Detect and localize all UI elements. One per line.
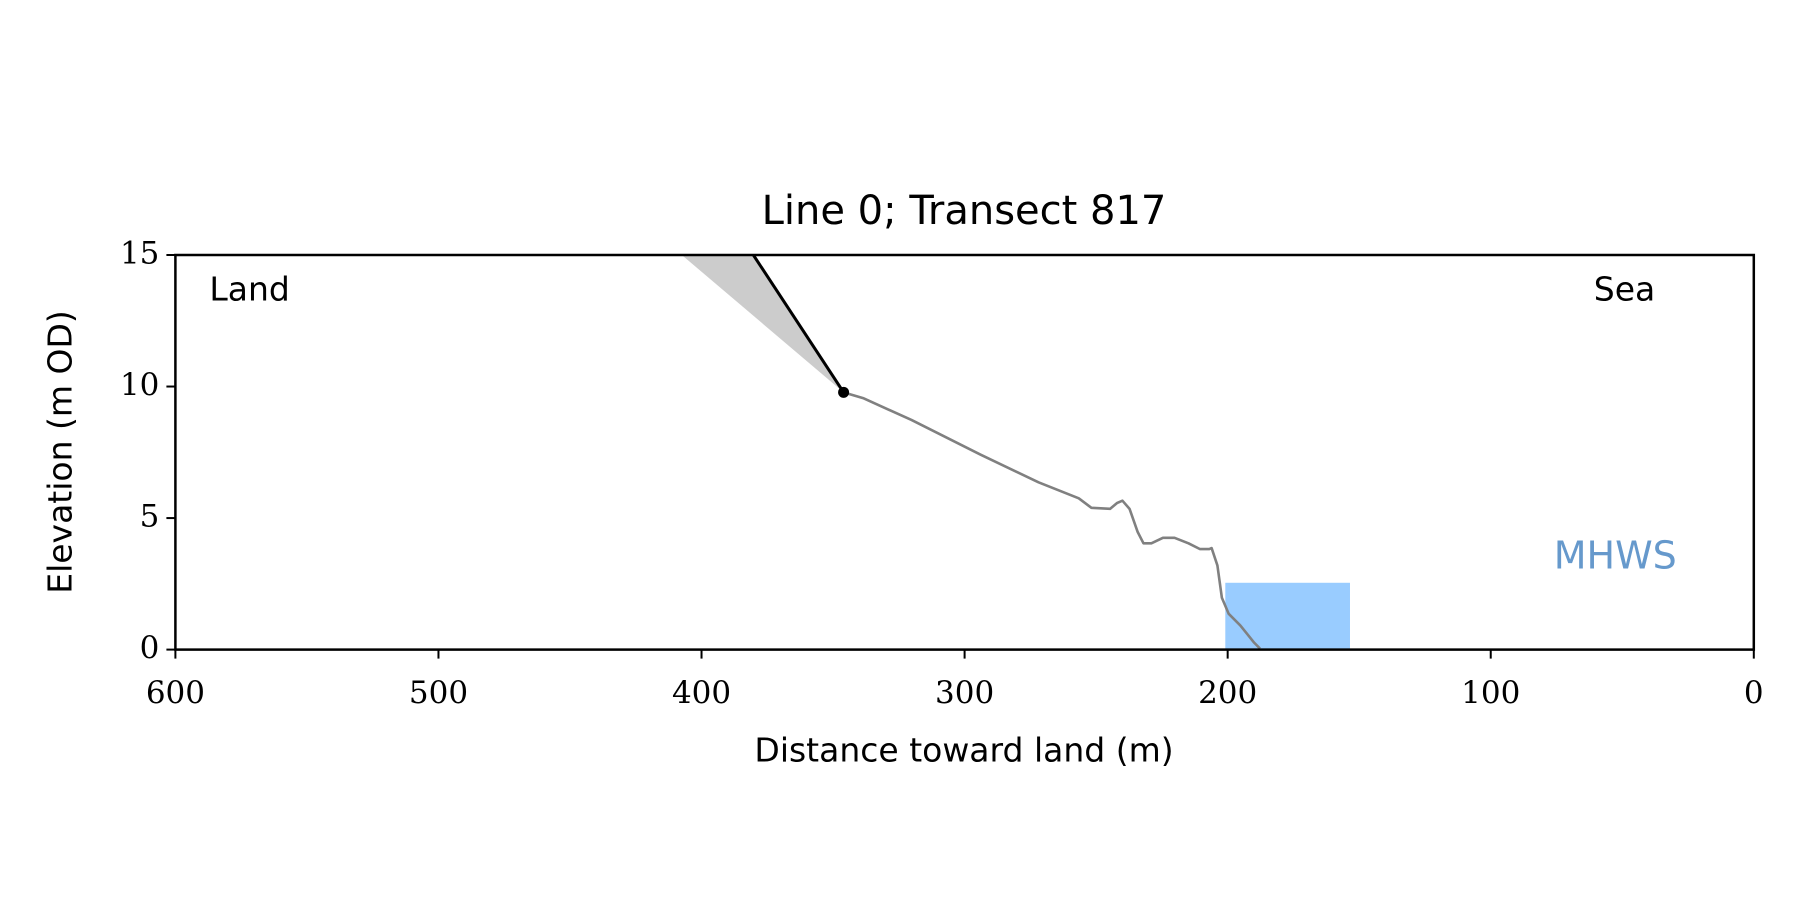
x-tick-label: 400 bbox=[672, 675, 731, 711]
y-tick-label: 5 bbox=[140, 499, 160, 535]
chart-title: Line 0; Transect 817 bbox=[762, 188, 1167, 234]
annotation: Land bbox=[209, 270, 289, 309]
y-axis-label: Elevation (m OD) bbox=[41, 310, 80, 594]
shade-area bbox=[681, 255, 844, 393]
y-tick-label: 10 bbox=[120, 367, 159, 403]
x-tick-label: 300 bbox=[935, 675, 994, 711]
mhws-band bbox=[1225, 582, 1350, 650]
x-tick-label: 100 bbox=[1461, 675, 1520, 711]
point bbox=[838, 386, 850, 398]
x-axis-label: Distance toward land (m) bbox=[754, 731, 1173, 770]
y-tick-label: 15 bbox=[120, 236, 159, 272]
x-tick-label: 600 bbox=[146, 675, 205, 711]
profile-line bbox=[752, 254, 845, 394]
annotation: Sea bbox=[1594, 270, 1655, 309]
x-tick-label: 200 bbox=[1198, 675, 1257, 711]
x-tick-label: 0 bbox=[1744, 675, 1764, 711]
x-tick-label: 500 bbox=[409, 675, 468, 711]
plot-frame bbox=[174, 253, 1756, 651]
band-label: MHWS bbox=[1554, 534, 1677, 578]
y-tick-label: 0 bbox=[140, 630, 160, 666]
profile-line bbox=[843, 391, 1261, 650]
